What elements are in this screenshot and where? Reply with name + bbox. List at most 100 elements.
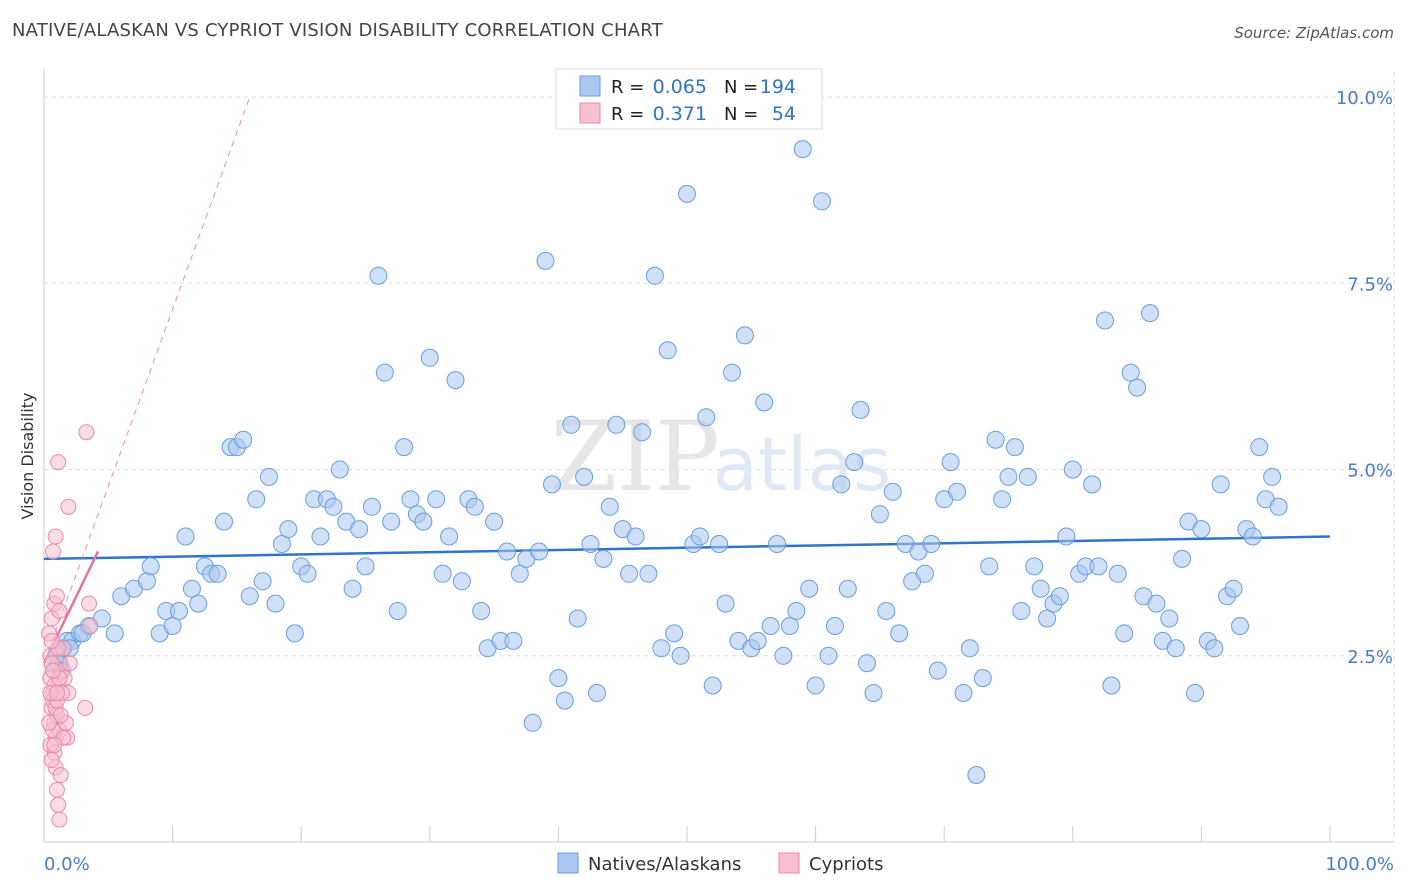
data-point [52, 767, 69, 783]
data-point [105, 624, 124, 643]
data-point [350, 520, 369, 539]
data-point [922, 535, 941, 553]
bottom-legend-swatch-blue [557, 852, 579, 874]
data-point [555, 691, 574, 710]
data-point [1192, 520, 1211, 539]
data-point [1224, 579, 1243, 598]
data-point [50, 454, 67, 471]
legend-n-label-1: N = [724, 77, 758, 98]
legend-r-value-2: 0.371 [653, 103, 707, 125]
data-point [607, 415, 626, 434]
data-point [1250, 438, 1269, 457]
data-point [1050, 587, 1069, 606]
data-point [170, 602, 188, 620]
data-point [61, 655, 78, 672]
data-point [1115, 624, 1134, 643]
source-label: Source: ZipAtlas.com [1234, 24, 1394, 42]
x-tick-min: 0.0% [44, 854, 90, 875]
data-point [575, 467, 594, 486]
data-point [986, 430, 1005, 449]
legend-n-value-1: 194 [760, 76, 796, 98]
data-point [1005, 438, 1024, 457]
data-point [51, 603, 68, 619]
data-point [780, 617, 799, 635]
data-point [253, 572, 272, 591]
data-point [414, 512, 433, 531]
data-point [285, 624, 304, 643]
y-tick-label: 7.5% [1347, 274, 1393, 295]
legend-swatch-blue [579, 75, 601, 97]
data-point [395, 438, 414, 457]
data-point [716, 594, 735, 613]
data-point [1063, 460, 1082, 479]
data-point [1057, 527, 1076, 546]
data-point [50, 796, 67, 813]
data-point [960, 639, 979, 658]
data-point [954, 684, 973, 702]
data-point [388, 602, 407, 620]
data-point [941, 453, 960, 472]
data-point [311, 527, 330, 546]
data-point [215, 512, 233, 531]
data-point [851, 400, 870, 419]
data-point [240, 587, 259, 606]
data-point [999, 467, 1018, 486]
data-point [1089, 557, 1108, 576]
data-point [272, 535, 291, 553]
data-point [1166, 639, 1185, 658]
data-point [92, 609, 111, 628]
data-point [77, 699, 94, 716]
data-point [1025, 557, 1044, 576]
data-point [141, 557, 160, 576]
data-point [735, 326, 754, 345]
data-point [433, 564, 452, 583]
series-legend: Natives/Alaskans Cypriots [557, 852, 884, 875]
data-point [980, 557, 999, 576]
data-point [45, 662, 61, 679]
data-point [639, 564, 658, 583]
data-point [260, 467, 278, 486]
data-point [446, 371, 465, 390]
data-point [137, 572, 156, 591]
y-tick-labels: 2.5% 5.0% 7.5% 10.0% [1336, 88, 1393, 668]
data-point [356, 557, 375, 576]
data-point [755, 393, 774, 412]
data-point [176, 527, 195, 546]
data-point [52, 707, 69, 724]
data-point [78, 424, 95, 441]
data-point [375, 363, 394, 382]
data-point [48, 588, 65, 605]
data-point [774, 646, 793, 665]
data-point [581, 535, 600, 553]
data-point [43, 752, 60, 768]
data-point [877, 602, 896, 620]
data-point [568, 609, 587, 628]
data-point [993, 490, 1012, 509]
data-point [723, 363, 741, 382]
data-point [60, 498, 77, 515]
y-tick-label: 2.5% [1347, 647, 1393, 668]
data-point [703, 676, 722, 695]
data-point [46, 737, 63, 754]
legend-r-value-1: 0.065 [653, 76, 707, 98]
data-point [382, 512, 401, 531]
data-point [806, 676, 825, 695]
data-point [813, 192, 831, 211]
data-point [1128, 378, 1147, 397]
data-point [189, 594, 208, 613]
data-point [928, 661, 947, 680]
data-point [832, 475, 851, 494]
data-point [858, 654, 876, 673]
data-point [1108, 564, 1127, 583]
data-point [163, 617, 182, 635]
axes [43, 68, 1394, 843]
data-point [633, 423, 651, 442]
data-point [472, 602, 491, 620]
data-point [973, 669, 992, 688]
data-point [1147, 594, 1166, 613]
data-point [452, 572, 471, 591]
data-point [588, 684, 606, 702]
legend-r-label-1: R = [611, 77, 644, 98]
data-point [48, 781, 65, 798]
